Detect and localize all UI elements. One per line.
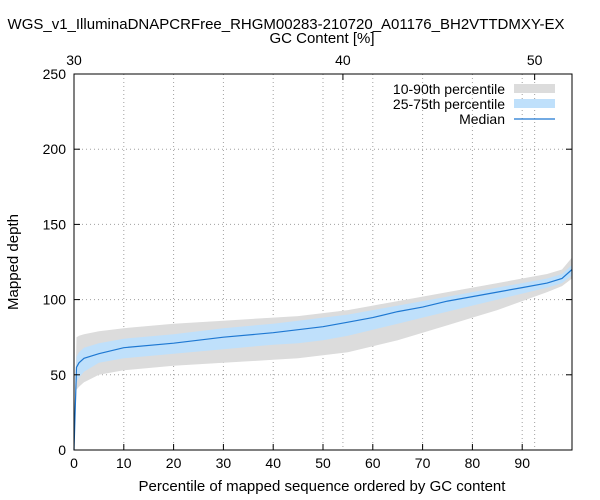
- y-tick-label: 50: [50, 367, 66, 383]
- x-tick-label: 70: [415, 455, 431, 471]
- legend-swatch-p10_90: [514, 84, 555, 93]
- chart-title: WGS_v1_IlluminaDNAPCRFree_RHGM00283-2107…: [8, 16, 565, 33]
- legend-label-p25_75: 25-75th percentile: [393, 96, 505, 112]
- y-tick-label: 250: [43, 66, 67, 82]
- x-tick-label: 10: [116, 455, 132, 471]
- x-tick-label: 20: [166, 455, 182, 471]
- y-tick-label: 100: [43, 292, 67, 308]
- percentile-bands: [74, 257, 572, 450]
- x-tick-label: 40: [265, 455, 281, 471]
- median-line: [73, 269, 573, 451]
- x2-tick-label: 30: [66, 52, 82, 68]
- x-axis-label: Percentile of mapped sequence ordered by…: [139, 478, 507, 495]
- x2-tick-label: 50: [527, 52, 543, 68]
- x2-tick-label: 40: [335, 52, 351, 68]
- legend-label-median: Median: [459, 111, 505, 127]
- x-tick-label: 30: [216, 455, 232, 471]
- grid: [74, 74, 572, 450]
- median-series: [73, 269, 573, 451]
- legend-label-p10_90: 10-90th percentile: [393, 81, 505, 97]
- y-tick-label: 150: [43, 216, 67, 232]
- x-tick-label: 60: [365, 455, 381, 471]
- legend-swatch-p25_75: [514, 99, 555, 108]
- y-tick-label: 200: [43, 141, 67, 157]
- x-tick-label: 90: [514, 455, 530, 471]
- x-tick-label: 50: [315, 455, 331, 471]
- y-axis-label: Mapped depth: [5, 214, 22, 310]
- y-tick-label: 0: [58, 442, 66, 458]
- band-25-75-percentile: [74, 265, 572, 450]
- top-axis-label: GC Content [%]: [269, 30, 374, 47]
- x-tick-label: 80: [465, 455, 481, 471]
- x-tick-label: 0: [70, 455, 78, 471]
